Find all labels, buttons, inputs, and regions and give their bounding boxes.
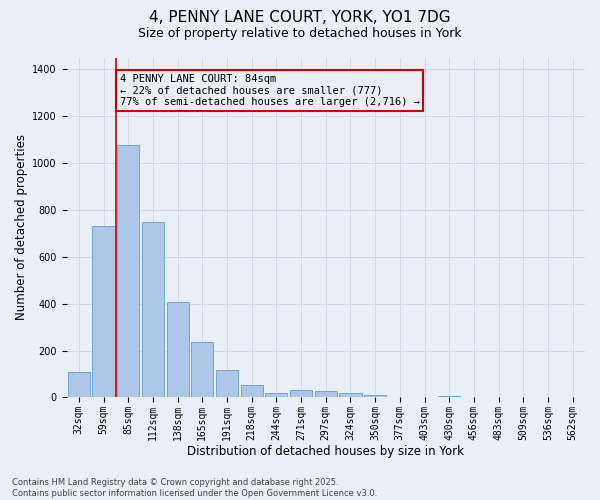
- Bar: [191, 342, 214, 398]
- Bar: [290, 390, 312, 398]
- Bar: [265, 393, 287, 398]
- X-axis label: Distribution of detached houses by size in York: Distribution of detached houses by size …: [187, 444, 464, 458]
- Text: 4 PENNY LANE COURT: 84sqm
← 22% of detached houses are smaller (777)
77% of semi: 4 PENNY LANE COURT: 84sqm ← 22% of detac…: [119, 74, 419, 107]
- Bar: [142, 222, 164, 398]
- Bar: [314, 391, 337, 398]
- Y-axis label: Number of detached properties: Number of detached properties: [15, 134, 28, 320]
- Bar: [241, 384, 263, 398]
- Bar: [216, 370, 238, 398]
- Bar: [340, 393, 362, 398]
- Bar: [167, 302, 189, 398]
- Text: 4, PENNY LANE COURT, YORK, YO1 7DG: 4, PENNY LANE COURT, YORK, YO1 7DG: [149, 10, 451, 25]
- Text: Size of property relative to detached houses in York: Size of property relative to detached ho…: [138, 28, 462, 40]
- Bar: [92, 226, 115, 398]
- Bar: [68, 372, 90, 398]
- Text: Contains HM Land Registry data © Crown copyright and database right 2025.
Contai: Contains HM Land Registry data © Crown c…: [12, 478, 377, 498]
- Bar: [438, 396, 460, 398]
- Bar: [117, 146, 139, 398]
- Bar: [364, 395, 386, 398]
